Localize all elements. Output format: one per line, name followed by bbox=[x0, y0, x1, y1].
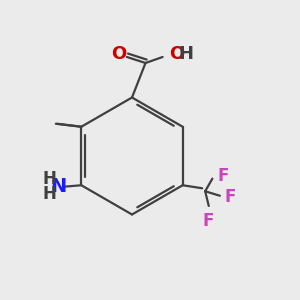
Text: O: O bbox=[112, 45, 127, 63]
Text: F: F bbox=[217, 167, 229, 184]
Text: H: H bbox=[178, 45, 193, 63]
Text: O: O bbox=[169, 45, 185, 63]
Text: H: H bbox=[42, 185, 56, 203]
Text: F: F bbox=[225, 188, 236, 206]
Text: F: F bbox=[202, 212, 214, 230]
Text: H: H bbox=[42, 170, 56, 188]
Text: N: N bbox=[51, 177, 67, 196]
